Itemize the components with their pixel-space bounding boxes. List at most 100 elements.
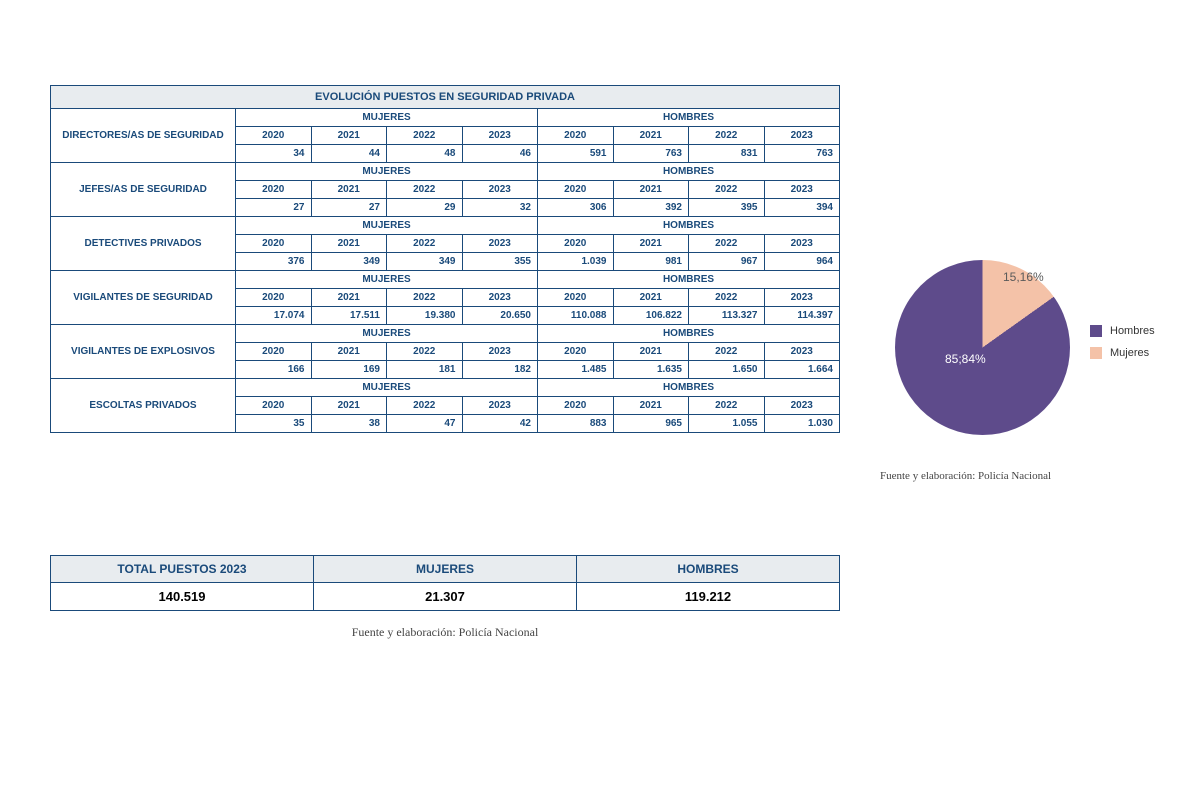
gender-header-hombres: HOMBRES [538, 325, 839, 342]
year-cell: 2023 [463, 127, 539, 144]
totals-value-hombres: 119.212 [577, 583, 840, 611]
year-cell: 2021 [614, 127, 690, 144]
category-data: MUJERESHOMBRES20202021202220232020202120… [236, 217, 839, 270]
year-cell: 2023 [463, 397, 539, 414]
category-block: DETECTIVES PRIVADOSMUJERESHOMBRES2020202… [50, 217, 840, 271]
year-cell: 2021 [312, 235, 388, 252]
gender-header-hombres: HOMBRES [538, 217, 839, 234]
category-block: ESCOLTAS PRIVADOSMUJERESHOMBRES202020212… [50, 379, 840, 433]
value-cell: 831 [689, 145, 765, 162]
legend-label-mujeres: Mujeres [1110, 347, 1149, 359]
legend-swatch-hombres [1090, 325, 1102, 337]
value-cell: 20.650 [463, 307, 539, 324]
category-label: VIGILANTES DE SEGURIDAD [51, 271, 236, 324]
year-cell: 2021 [614, 235, 690, 252]
category-data: MUJERESHOMBRES20202021202220232020202120… [236, 271, 839, 324]
value-cell: 35 [236, 415, 312, 432]
pie-label-hombres: 85;84% [945, 352, 986, 366]
category-label: JEFES/AS DE SEGURIDAD [51, 163, 236, 216]
gender-header-mujeres: MUJERES [236, 379, 538, 396]
year-cell: 2020 [538, 181, 614, 198]
totals-table: TOTAL PUESTOS 2023 MUJERES HOMBRES 140.5… [50, 555, 840, 611]
value-cell: 763 [765, 145, 840, 162]
year-cell: 2022 [387, 289, 463, 306]
totals-header-hombres: HOMBRES [577, 555, 840, 583]
value-cell: 981 [614, 253, 690, 270]
year-cell: 2022 [689, 343, 765, 360]
value-cell: 19.380 [387, 307, 463, 324]
totals-header-total: TOTAL PUESTOS 2023 [50, 555, 314, 583]
year-cell: 2021 [312, 181, 388, 198]
value-cell: 349 [387, 253, 463, 270]
category-block: DIRECTORES/AS DE SEGURIDADMUJERESHOMBRES… [50, 109, 840, 163]
gender-header-mujeres: MUJERES [236, 325, 538, 342]
category-data: MUJERESHOMBRES20202021202220232020202120… [236, 325, 839, 378]
value-cell: 395 [689, 199, 765, 216]
legend-label-hombres: Hombres [1110, 325, 1155, 337]
value-cell: 182 [463, 361, 539, 378]
category-block: JEFES/AS DE SEGURIDADMUJERESHOMBRES20202… [50, 163, 840, 217]
value-cell: 1.485 [538, 361, 614, 378]
category-block: VIGILANTES DE EXPLOSIVOSMUJERESHOMBRES20… [50, 325, 840, 379]
gender-header-mujeres: MUJERES [236, 217, 538, 234]
year-cell: 2020 [538, 289, 614, 306]
year-cell: 2020 [236, 181, 312, 198]
value-cell: 967 [689, 253, 765, 270]
value-cell: 42 [463, 415, 539, 432]
value-cell: 169 [312, 361, 388, 378]
year-cell: 2022 [689, 235, 765, 252]
year-cell: 2023 [765, 397, 840, 414]
value-cell: 17.074 [236, 307, 312, 324]
table-title: EVOLUCIÓN PUESTOS EN SEGURIDAD PRIVADA [50, 85, 840, 109]
value-cell: 27 [312, 199, 388, 216]
pie-source: Fuente y elaboración: Policía Nacional [880, 470, 1180, 482]
category-label: ESCOLTAS PRIVADOS [51, 379, 236, 432]
category-label: DETECTIVES PRIVADOS [51, 217, 236, 270]
year-cell: 2021 [614, 289, 690, 306]
year-cell: 2023 [463, 289, 539, 306]
value-cell: 965 [614, 415, 690, 432]
year-cell: 2020 [236, 343, 312, 360]
year-cell: 2020 [236, 289, 312, 306]
year-cell: 2023 [765, 127, 840, 144]
value-cell: 763 [614, 145, 690, 162]
year-cell: 2023 [765, 181, 840, 198]
year-cell: 2020 [538, 397, 614, 414]
value-cell: 883 [538, 415, 614, 432]
year-cell: 2022 [689, 289, 765, 306]
value-cell: 114.397 [765, 307, 840, 324]
table-source: Fuente y elaboración: Policía Nacional [50, 625, 840, 640]
year-cell: 2023 [463, 343, 539, 360]
year-cell: 2020 [236, 397, 312, 414]
gender-header-hombres: HOMBRES [538, 109, 839, 126]
value-cell: 355 [463, 253, 539, 270]
year-cell: 2023 [765, 235, 840, 252]
totals-value-total: 140.519 [50, 583, 314, 611]
year-cell: 2020 [236, 235, 312, 252]
year-cell: 2021 [312, 343, 388, 360]
value-cell: 1.030 [765, 415, 840, 432]
value-cell: 394 [765, 199, 840, 216]
value-cell: 181 [387, 361, 463, 378]
year-cell: 2022 [387, 343, 463, 360]
year-cell: 2022 [387, 181, 463, 198]
value-cell: 306 [538, 199, 614, 216]
year-cell: 2023 [463, 235, 539, 252]
value-cell: 110.088 [538, 307, 614, 324]
evolution-table: EVOLUCIÓN PUESTOS EN SEGURIDAD PRIVADA D… [50, 85, 840, 433]
year-cell: 2023 [765, 289, 840, 306]
value-cell: 1.055 [689, 415, 765, 432]
value-cell: 106.822 [614, 307, 690, 324]
totals-value-mujeres: 21.307 [314, 583, 577, 611]
year-cell: 2022 [689, 397, 765, 414]
category-label: DIRECTORES/AS DE SEGURIDAD [51, 109, 236, 162]
pie-chart: 15,16% 85;84% [895, 260, 1070, 435]
category-label: VIGILANTES DE EXPLOSIVOS [51, 325, 236, 378]
value-cell: 17.511 [312, 307, 388, 324]
year-cell: 2023 [463, 181, 539, 198]
value-cell: 113.327 [689, 307, 765, 324]
value-cell: 1.664 [765, 361, 840, 378]
category-data: MUJERESHOMBRES20202021202220232020202120… [236, 163, 839, 216]
year-cell: 2022 [387, 235, 463, 252]
legend-swatch-mujeres [1090, 347, 1102, 359]
